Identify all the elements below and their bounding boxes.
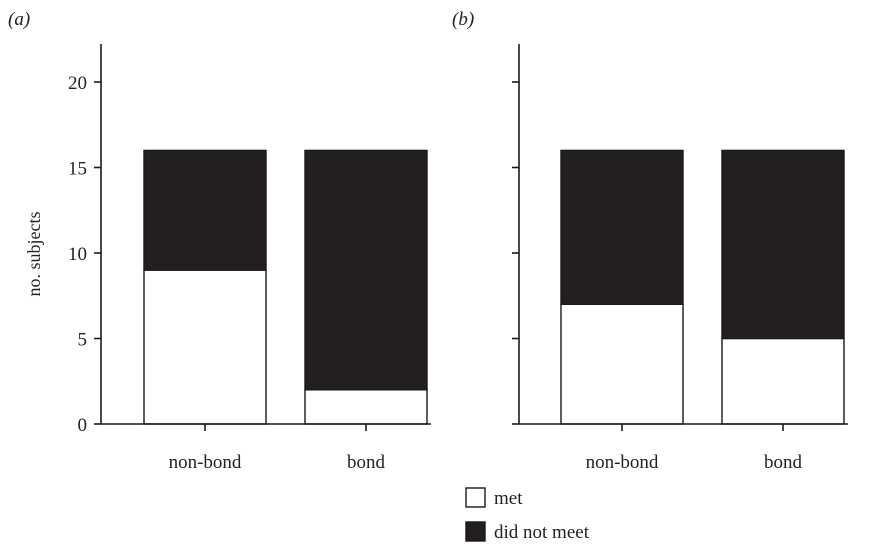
panel-label-b: (b) (452, 9, 474, 30)
panel-b-chart: (b) non-bond bond (452, 9, 848, 473)
x-tick-label-b-1: bond (764, 452, 803, 473)
bar-b-bond-met (721, 337, 845, 425)
bar-b-bond-did-not-meet (721, 149, 845, 340)
bar-a-bond-met (304, 389, 428, 425)
y-axis-label: no. subjects (24, 212, 44, 297)
panel-label-a: (a) (8, 9, 30, 30)
panel-a-chart: (a) no. subjects non-bond bond 0 5 10 15 20 (8, 9, 431, 473)
legend: met did not meet (465, 487, 590, 543)
bar-b-non-bond-met (560, 303, 684, 425)
legend-swatch-met (465, 487, 486, 508)
legend-label-met: met (494, 488, 523, 509)
x-tick-label-a-0: non-bond (169, 452, 242, 473)
y-tick-label-a-2: 10 (68, 244, 87, 265)
legend-label-did-not-meet: did not meet (494, 522, 590, 543)
legend-swatch-did-not-meet (465, 521, 486, 542)
y-tick-label-a-3: 15 (68, 159, 87, 180)
bar-b-non-bond-did-not-meet (560, 149, 684, 305)
bar-a-bond-did-not-meet (304, 149, 428, 391)
y-tick-label-a-1: 5 (78, 330, 88, 351)
bar-a-non-bond-met (143, 269, 267, 425)
x-tick-label-b-0: non-bond (586, 452, 659, 473)
y-tick-label-a-0: 0 (78, 415, 88, 436)
y-tick-label-a-4: 20 (68, 73, 87, 94)
bar-a-non-bond-did-not-meet (143, 149, 267, 271)
x-tick-label-a-1: bond (347, 452, 386, 473)
